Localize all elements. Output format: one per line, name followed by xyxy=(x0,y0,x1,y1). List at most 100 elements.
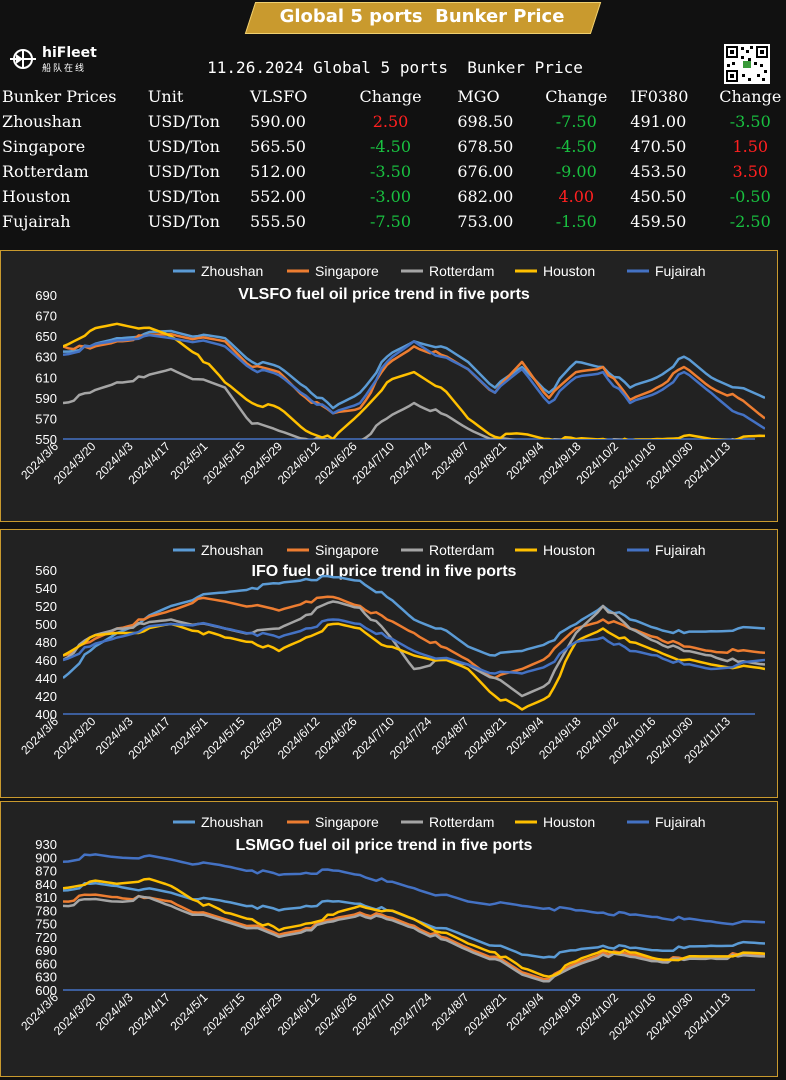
legend-label: Houston xyxy=(543,814,595,830)
legend-label: Rotterdam xyxy=(429,814,494,830)
series-line-singapore xyxy=(63,595,765,680)
y-tick-label: 460 xyxy=(35,653,57,668)
chart-title: VLSFO fuel oil price trend in five ports xyxy=(238,286,530,303)
series-line-rotterdam xyxy=(63,600,765,698)
bunker-price-table: Bunker Prices Unit VLSFO Change MGO Chan… xyxy=(2,84,786,234)
vlsfo-price: 555.50 xyxy=(249,212,306,231)
port-name: Houston xyxy=(2,187,71,206)
ifo-chart-panel: Zhoushan Singapore Rotterdam Houston Fujaira… xyxy=(0,529,778,798)
port-name: Singapore xyxy=(2,137,86,156)
lsmgo-chart-panel: Zhoushan Singapore Rotterdam Houston Fujaira… xyxy=(0,801,778,1077)
mgo-price: 753.00 xyxy=(457,212,514,231)
y-tick-label: 720 xyxy=(35,930,57,945)
table-row: Fujairah USD/Ton 555.50 -7.50 753.00 -1.… xyxy=(2,209,786,234)
vlsfo-chart-panel: Zhoushan Singapore Rotterdam Houston Fujaira… xyxy=(0,250,778,522)
mgo-price: 676.00 xyxy=(457,162,514,181)
y-tick-label: 870 xyxy=(35,864,57,879)
unit-cell: USD/Ton xyxy=(147,112,220,131)
vlsfo-change: -7.50 xyxy=(370,212,412,231)
y-tick-label: 630 xyxy=(35,350,57,365)
vlsfo-price: 590.00 xyxy=(249,112,306,131)
legend-label: Fujairah xyxy=(655,814,706,830)
y-tick-label: 550 xyxy=(35,432,57,447)
x-axis: 2024/3/62024/3/202024/4/32024/4/172024/5… xyxy=(18,714,733,767)
unit-cell: USD/Ton xyxy=(147,212,220,231)
series-line-fujairah xyxy=(63,333,765,430)
hifleet-logo-icon xyxy=(10,49,36,69)
mgo-change: -7.50 xyxy=(555,112,597,131)
table-row: Houston USD/Ton 552.00 -3.00 682.00 4.00… xyxy=(2,184,786,209)
qr-code-graphic xyxy=(726,46,768,82)
series-line-zhoushan xyxy=(63,574,765,679)
y-tick-label: 420 xyxy=(35,689,57,704)
y-tick-label: 560 xyxy=(35,563,57,578)
port-name: Rotterdam xyxy=(2,162,89,181)
header-cell: Unit xyxy=(147,87,184,106)
vlsfo-price: 552.00 xyxy=(249,187,306,206)
y-axis: 400 420 440 460 480 500 520 540 560 xyxy=(35,563,57,722)
header-cell: Change xyxy=(719,87,782,106)
ifo-change: 1.50 xyxy=(732,137,769,156)
y-tick-label: 400 xyxy=(35,707,57,722)
x-axis: 2024/3/62024/3/202024/4/32024/4/172024/5… xyxy=(18,990,733,1043)
legend-label: Singapore xyxy=(315,263,379,279)
series-lines xyxy=(63,853,765,983)
legend-label: Zhoushan xyxy=(201,263,263,279)
mgo-change: -9.00 xyxy=(555,162,597,181)
y-tick-label: 520 xyxy=(35,599,57,614)
series-line-singapore xyxy=(63,332,765,420)
series-lines xyxy=(63,574,765,711)
y-tick-label: 780 xyxy=(35,903,57,918)
legend-label: Houston xyxy=(543,263,595,279)
y-tick-label: 500 xyxy=(35,617,57,632)
table-row: Singapore USD/Ton 565.50 -4.50 678.50 -4… xyxy=(2,134,786,159)
series-line-houston xyxy=(63,622,765,711)
mgo-price: 678.50 xyxy=(457,137,514,156)
vlsfo-change: -3.00 xyxy=(370,187,412,206)
qr-code-icon xyxy=(724,44,770,84)
legend-label: Singapore xyxy=(315,542,379,558)
vlsfo-price: 565.50 xyxy=(249,137,306,156)
legend-label: Fujairah xyxy=(655,542,706,558)
ifo-price: 450.50 xyxy=(630,187,687,206)
mgo-change: -4.50 xyxy=(555,137,597,156)
logo-name: hiFleet xyxy=(42,45,97,61)
unit-cell: USD/Ton xyxy=(147,137,220,156)
y-tick-label: 750 xyxy=(35,917,57,932)
table-row: Rotterdam USD/Ton 512.00 -3.50 676.00 -9… xyxy=(2,159,786,184)
lsmgo-chart: Zhoushan Singapore Rotterdam Houston Fujaira… xyxy=(18,814,765,1043)
y-tick-label: 930 xyxy=(35,837,57,852)
ifo-change: -2.50 xyxy=(729,212,771,231)
y-tick-label: 690 xyxy=(35,288,57,303)
series-line-houston xyxy=(63,877,765,978)
y-tick-label: 900 xyxy=(35,850,57,865)
ifo-change: -0.50 xyxy=(729,187,771,206)
vlsfo-chart: Zhoushan Singapore Rotterdam Houston Fujaira… xyxy=(18,263,765,492)
ifo-price: 491.00 xyxy=(630,112,687,131)
header-cell: Change xyxy=(545,87,608,106)
y-tick-label: 570 xyxy=(35,411,57,426)
port-name: Zhoushan xyxy=(2,112,82,131)
port-name: Fujairah xyxy=(2,212,71,231)
header-cell: VLSFO xyxy=(249,87,308,106)
mgo-price: 698.50 xyxy=(457,112,514,131)
vlsfo-change: -4.50 xyxy=(370,137,412,156)
legend-label: Houston xyxy=(543,542,595,558)
y-tick-label: 690 xyxy=(35,943,57,958)
mgo-change: -1.50 xyxy=(555,212,597,231)
ifo-chart: Zhoushan Singapore Rotterdam Houston Fujaira… xyxy=(18,542,765,767)
series-lines xyxy=(63,322,765,439)
ifo-price: 453.50 xyxy=(630,162,687,181)
banner-title: Global 5 ports Bunker Price xyxy=(279,6,565,27)
y-tick-label: 660 xyxy=(35,956,57,971)
legend-label: Fujairah xyxy=(655,263,706,279)
y-tick-label: 630 xyxy=(35,970,57,985)
table-header-row: Bunker Prices Unit VLSFO Change MGO Chan… xyxy=(2,84,786,109)
table-title: 11.26.2024 Global 5 ports Bunker Price xyxy=(207,58,583,77)
y-tick-label: 840 xyxy=(35,877,57,892)
hifleet-logo: hiFleet 船队在线 xyxy=(10,44,120,74)
header-cell: MGO xyxy=(457,87,500,106)
vlsfo-change: -3.50 xyxy=(370,162,412,181)
mgo-price: 682.00 xyxy=(457,187,514,206)
